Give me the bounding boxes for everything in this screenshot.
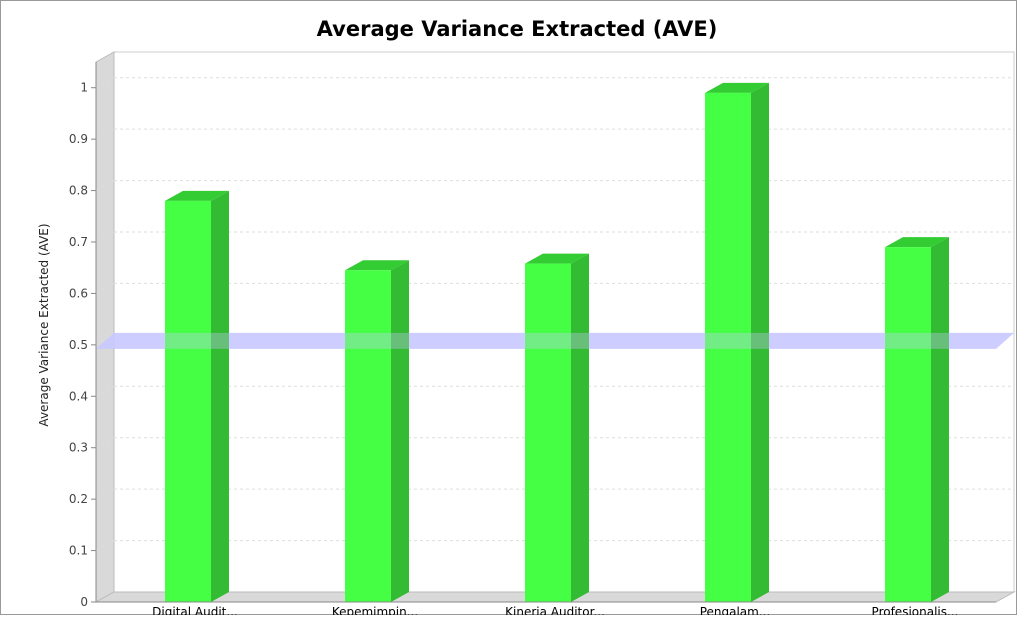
y-tick-label: 0.1 — [69, 544, 88, 558]
x-tick-label: Digital Audit... — [152, 605, 238, 615]
bar — [345, 260, 409, 602]
bar-side — [751, 82, 769, 603]
y-tick-label: 0.8 — [69, 184, 88, 198]
y-axis-title: Average Variance Extracted (AVE) — [37, 223, 51, 426]
bar — [165, 190, 229, 602]
x-tick-label: Profesionalis... — [872, 605, 959, 615]
bar — [885, 237, 949, 602]
bar-side — [571, 253, 589, 602]
reference-line-overlay — [96, 332, 1014, 349]
x-tick-label: Pengalam... — [700, 605, 771, 615]
y-tick-label: 0.7 — [69, 235, 88, 249]
bars — [96, 82, 1014, 603]
plot-left-wall — [95, 51, 115, 603]
y-tick-label: 0.5 — [69, 338, 88, 352]
bar-front — [705, 92, 751, 602]
bar — [705, 82, 769, 603]
x-tick-label: Kinerja Auditor... — [505, 605, 605, 615]
bar-side — [211, 190, 229, 602]
bar-side — [931, 237, 949, 602]
x-tick-label: Kepemimpin... — [332, 605, 418, 615]
bar-front — [525, 263, 571, 602]
bar — [525, 253, 589, 602]
y-axis: 0 0.1 0.2 0.3 0.4 0.5 0.6 0.7 0.8 0.9 1 — [69, 62, 97, 609]
y-tick-label: 0.6 — [69, 286, 88, 300]
y-tick-label: 0.3 — [69, 441, 88, 455]
y-tick-label: 0.4 — [69, 389, 88, 403]
bar-top — [345, 260, 409, 271]
y-tick-label: 1 — [80, 81, 88, 95]
bar-front — [885, 247, 931, 602]
y-tick-label: 0.2 — [69, 492, 88, 506]
bar-side — [391, 260, 409, 602]
y-tick-label: 0.9 — [69, 132, 88, 146]
bar-top — [885, 237, 949, 248]
bar-front — [165, 200, 211, 602]
bar-top — [705, 82, 769, 93]
bar-top — [165, 190, 229, 201]
bar-front — [345, 270, 391, 602]
chart-title: Average Variance Extracted (AVE) — [317, 17, 718, 41]
y-tick-label: 0 — [80, 595, 88, 609]
bar-top — [525, 253, 589, 264]
